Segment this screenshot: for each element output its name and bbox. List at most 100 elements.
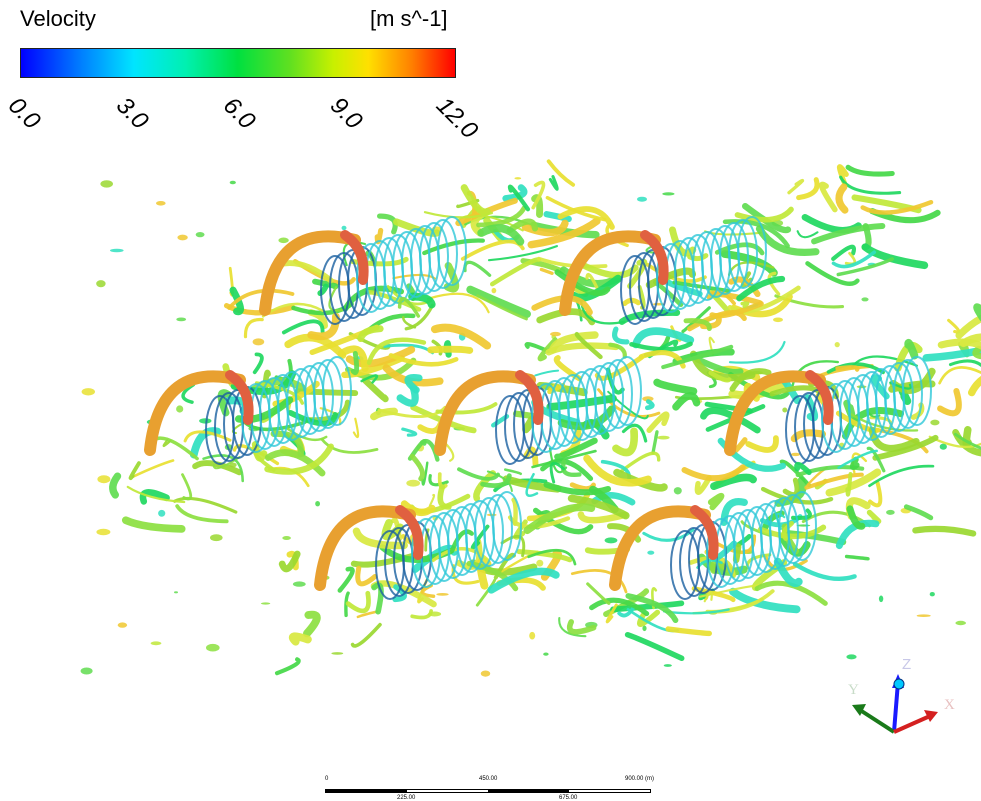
vortex-tube [583,454,652,487]
rotor-wake-core [902,356,932,426]
vortex-tube [620,451,661,473]
vortex-fragment [229,180,236,185]
rotor-wake-core [603,359,633,429]
vortex-tube [866,509,882,524]
vortex-fragment [96,528,111,536]
vortex-fragment [834,342,840,348]
vortex-tube [486,470,513,492]
vortex-tube [360,374,379,384]
vortex-tube [790,429,826,443]
rotor-wake-core [483,494,513,564]
vortex-tube [613,468,668,492]
vortex-tube [846,505,866,530]
turbine-wake-2-3 [681,303,981,507]
vortex-tube [870,374,890,400]
scale-label-450: 450.00 [479,776,498,782]
vortex-tube [477,224,525,246]
vortex-isosurface-view[interactable] [0,140,981,700]
vortex-tube [281,319,325,335]
vortex-tube [661,344,734,370]
vortex-tube [774,476,807,507]
vortex-tube [430,323,492,350]
tip-vortex-arc-hot [340,230,369,285]
vortex-tube [955,314,981,339]
vortex-tube [527,548,577,566]
vortex-tube [554,269,611,296]
tip-vortex-arc-hot [515,370,544,425]
vortex-fragment [491,287,497,294]
vortex-tube [506,218,539,234]
vortex-tube [504,468,522,476]
vortex-tube [787,178,805,195]
vortex-tube [350,350,360,375]
vortex-tube [473,470,497,502]
vortex-tube [424,528,430,552]
vortex-fragment [158,509,166,517]
vortex-tube [720,498,748,526]
turbine-wake-2-2 [401,275,801,515]
vortex-tube [423,211,494,219]
vortex-tube [732,543,742,564]
vortex-fragment [514,177,522,180]
vortex-tube [374,227,384,245]
vortex-tube [397,297,421,318]
vortex-tube [742,203,792,234]
rotor-wake-core [884,362,914,432]
vortex-tube [366,337,427,366]
vortex-fragment [117,622,128,628]
vortex-tube [352,417,360,439]
legend-tick-4: 12.0 [430,92,484,145]
vortex-tube [229,286,244,316]
vortex-fragment [199,418,212,424]
z-axis-label: Z [902,656,911,673]
vortex-tube [912,525,977,537]
vortex-tube [264,449,326,477]
tip-vortex-arc [724,370,826,456]
vortex-tube [779,459,811,488]
vortex-fragment [150,641,162,646]
vortex-tube [546,159,576,187]
vortex-tube [694,475,712,495]
vortex-tube [700,407,761,434]
vortex-tube [126,485,186,504]
rotor-wake-core [492,491,522,561]
vortex-fragment [110,248,124,253]
vortex-tube [868,426,920,452]
vortex-tube [507,184,531,212]
tip-vortex-arc [144,370,246,456]
vortex-tube [849,456,860,471]
vortex-tube [617,606,635,618]
vortex-tube [529,221,600,239]
vortex-tube [252,352,264,375]
vortex-tube [557,206,615,230]
vortex-tube [443,262,460,293]
vortex-fragment [97,475,111,484]
rotor-wake-core [737,216,767,286]
vortex-tube [307,312,340,341]
vortex-tube [631,327,695,349]
vortex-tube [782,477,800,498]
turbine-wake-3-1 [274,437,668,676]
vortex-fragment [176,405,184,413]
vortex-tube [694,356,744,376]
vortex-tube [460,184,491,216]
vortex-tube [181,473,193,501]
rotor-wake-core [428,219,458,289]
vortex-tube [534,369,560,377]
legend-tick-2: 6.0 [217,92,261,135]
vortex-tube [872,434,939,461]
rotor-wake-core [594,362,624,432]
vortex-tube [243,317,264,339]
tip-vortex-arc [259,230,361,316]
turbine-wake-1-2 [524,164,941,397]
vortex-tube [409,453,426,482]
vortex-tube [707,492,725,511]
vortex-tube [350,622,382,648]
rotor-wake-core [419,222,449,292]
vortex-fragment [195,232,205,238]
vortex-tube [968,376,981,397]
vortex-tube [341,355,405,379]
vortex-tube [328,286,345,312]
vortex-tube [728,340,786,364]
vortex-fragment [156,201,166,206]
